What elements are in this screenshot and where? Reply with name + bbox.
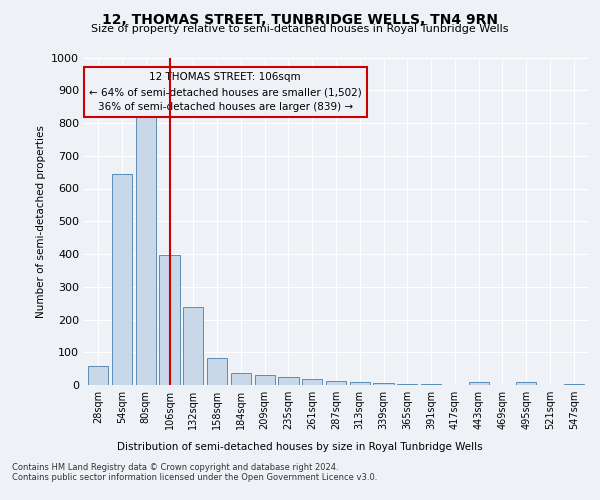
Bar — [302, 380, 322, 385]
Bar — [112, 174, 132, 385]
Bar — [183, 307, 203, 385]
Bar — [160, 255, 179, 385]
Y-axis label: Number of semi-detached properties: Number of semi-detached properties — [35, 125, 46, 318]
Bar — [254, 374, 275, 385]
Bar — [326, 382, 346, 385]
Bar — [563, 384, 584, 385]
Bar — [397, 384, 418, 385]
Bar — [350, 382, 370, 385]
Bar — [207, 358, 227, 385]
Bar — [516, 382, 536, 385]
Bar — [373, 382, 394, 385]
Bar — [136, 116, 156, 385]
Bar — [421, 384, 441, 385]
Text: Contains public sector information licensed under the Open Government Licence v3: Contains public sector information licen… — [12, 472, 377, 482]
Bar — [88, 366, 109, 385]
Text: Distribution of semi-detached houses by size in Royal Tunbridge Wells: Distribution of semi-detached houses by … — [117, 442, 483, 452]
Bar — [278, 378, 299, 385]
Text: 12, THOMAS STREET, TUNBRIDGE WELLS, TN4 9RN: 12, THOMAS STREET, TUNBRIDGE WELLS, TN4 … — [102, 12, 498, 26]
Text: 12 THOMAS STREET: 106sqm
← 64% of semi-detached houses are smaller (1,502)
36% o: 12 THOMAS STREET: 106sqm ← 64% of semi-d… — [89, 72, 361, 112]
Bar — [231, 373, 251, 385]
Bar — [469, 382, 489, 385]
Text: Contains HM Land Registry data © Crown copyright and database right 2024.: Contains HM Land Registry data © Crown c… — [12, 464, 338, 472]
Text: Size of property relative to semi-detached houses in Royal Tunbridge Wells: Size of property relative to semi-detach… — [91, 24, 509, 34]
